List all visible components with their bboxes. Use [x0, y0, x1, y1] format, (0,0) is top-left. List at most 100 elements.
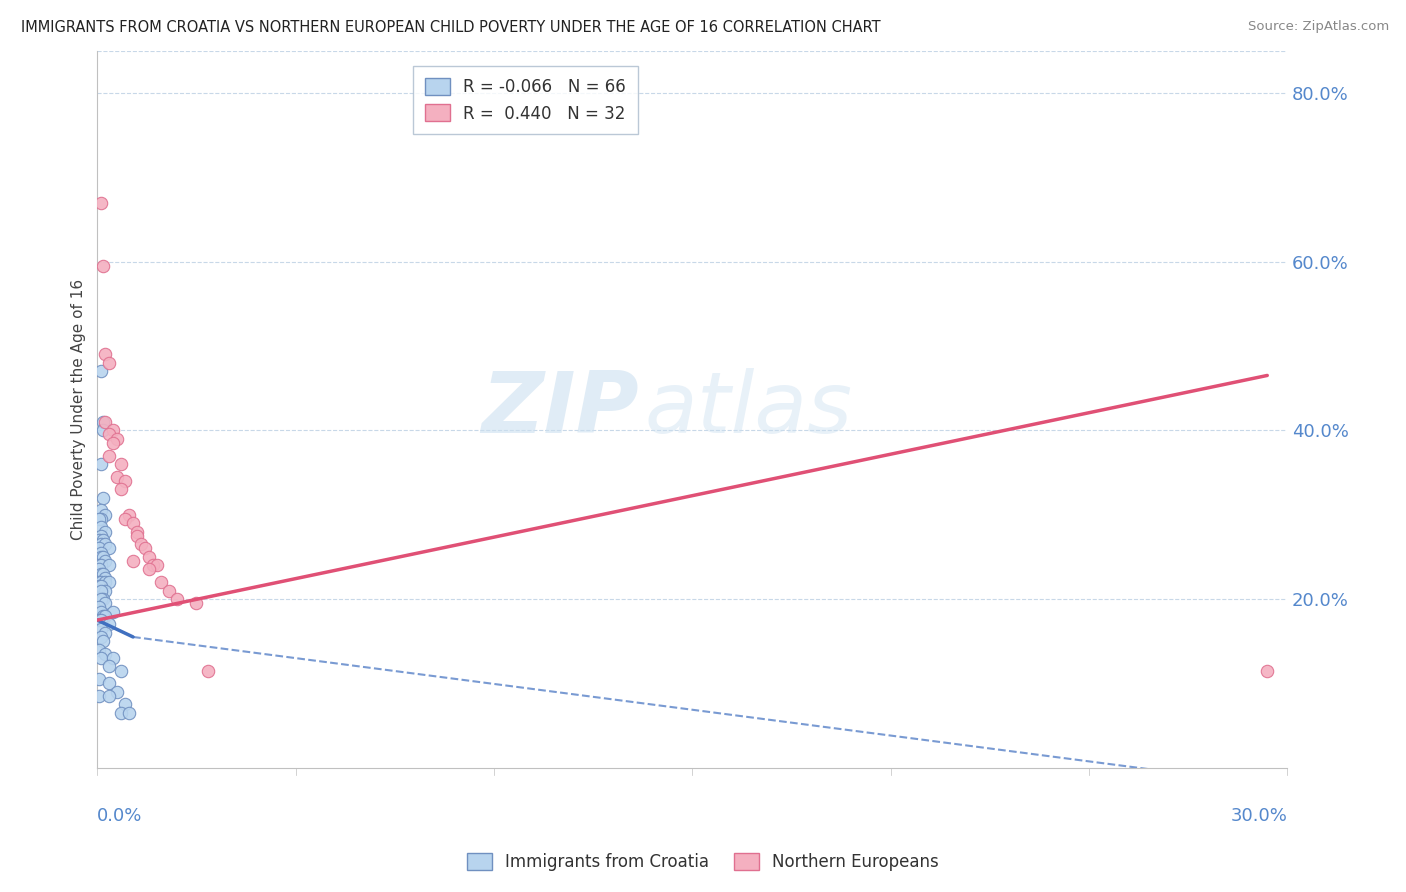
Legend: R = -0.066   N = 66, R =  0.440   N = 32: R = -0.066 N = 66, R = 0.440 N = 32 — [413, 66, 638, 134]
Point — [89, 622, 111, 636]
Point — [89, 600, 111, 615]
Point — [89, 533, 111, 547]
Point — [94, 508, 117, 522]
Point — [89, 503, 111, 517]
Point — [122, 516, 145, 530]
Point — [91, 592, 114, 607]
Point — [157, 583, 180, 598]
Point — [89, 549, 111, 564]
Point — [89, 689, 111, 703]
Point — [98, 676, 121, 690]
Point — [90, 520, 112, 534]
Point — [138, 562, 160, 576]
Point — [91, 566, 114, 581]
Point — [89, 541, 111, 556]
Point — [98, 575, 121, 590]
Point — [94, 524, 117, 539]
Y-axis label: Child Poverty Under the Age of 16: Child Poverty Under the Age of 16 — [72, 278, 86, 540]
Point — [90, 575, 112, 590]
Point — [1256, 664, 1278, 678]
Point — [142, 558, 165, 573]
Text: 30.0%: 30.0% — [1230, 807, 1286, 825]
Point — [94, 575, 117, 590]
Point — [110, 483, 132, 497]
Point — [110, 457, 132, 471]
Point — [90, 579, 112, 593]
Legend: Immigrants from Croatia, Northern Europeans: Immigrants from Croatia, Northern Europe… — [458, 845, 948, 880]
Point — [134, 541, 156, 556]
Point — [94, 537, 117, 551]
Text: atlas: atlas — [644, 368, 852, 450]
Point — [89, 642, 111, 657]
Point — [98, 659, 121, 673]
Point — [89, 558, 111, 573]
Point — [122, 554, 145, 568]
Point — [89, 512, 111, 526]
Point — [114, 474, 136, 488]
Point — [91, 634, 114, 648]
Point — [98, 356, 121, 370]
Text: Source: ZipAtlas.com: Source: ZipAtlas.com — [1249, 20, 1389, 33]
Point — [94, 554, 117, 568]
Point — [94, 571, 117, 585]
Point — [103, 423, 125, 437]
Point — [110, 664, 132, 678]
Point — [89, 562, 111, 576]
Text: ZIP: ZIP — [481, 368, 638, 450]
Point — [98, 427, 121, 442]
Point — [118, 508, 141, 522]
Point — [90, 457, 112, 471]
Point — [105, 432, 128, 446]
Point — [98, 558, 121, 573]
Point — [89, 613, 111, 627]
Point — [91, 415, 114, 429]
Point — [91, 259, 114, 273]
Point — [105, 469, 128, 483]
Point — [90, 537, 112, 551]
Point — [90, 605, 112, 619]
Point — [94, 347, 117, 361]
Point — [118, 706, 141, 720]
Point — [90, 592, 112, 607]
Point — [90, 566, 112, 581]
Point — [90, 546, 112, 560]
Point — [197, 664, 219, 678]
Text: IMMIGRANTS FROM CROATIA VS NORTHERN EUROPEAN CHILD POVERTY UNDER THE AGE OF 16 C: IMMIGRANTS FROM CROATIA VS NORTHERN EURO… — [21, 20, 880, 35]
Point — [90, 558, 112, 573]
Point — [91, 491, 114, 505]
Point — [94, 415, 117, 429]
Point — [94, 608, 117, 623]
Point — [90, 630, 112, 644]
Point — [90, 651, 112, 665]
Point — [90, 195, 112, 210]
Point — [90, 512, 112, 526]
Point — [94, 583, 117, 598]
Point — [125, 524, 148, 539]
Point — [138, 549, 160, 564]
Point — [110, 706, 132, 720]
Point — [114, 512, 136, 526]
Point — [90, 529, 112, 543]
Point — [89, 672, 111, 686]
Point — [98, 689, 121, 703]
Point — [91, 533, 114, 547]
Point — [89, 583, 111, 598]
Point — [98, 617, 121, 632]
Point — [94, 596, 117, 610]
Point — [91, 608, 114, 623]
Point — [98, 449, 121, 463]
Point — [114, 698, 136, 712]
Point — [94, 647, 117, 661]
Point — [94, 625, 117, 640]
Point — [129, 537, 152, 551]
Point — [103, 605, 125, 619]
Point — [89, 575, 111, 590]
Point — [149, 575, 172, 590]
Point — [186, 596, 208, 610]
Point — [105, 685, 128, 699]
Point — [98, 541, 121, 556]
Point — [91, 549, 114, 564]
Point — [90, 613, 112, 627]
Point — [89, 579, 111, 593]
Text: 0.0%: 0.0% — [97, 807, 143, 825]
